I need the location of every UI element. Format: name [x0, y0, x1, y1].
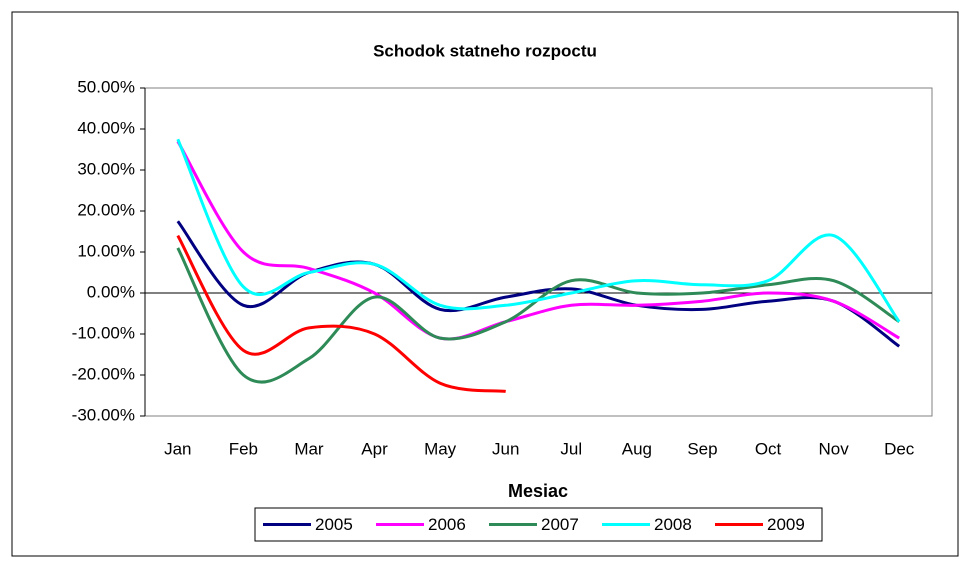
x-tick-label: Apr	[361, 439, 388, 458]
x-tick-label: Nov	[819, 439, 850, 458]
y-tick-label: -30.00%	[72, 405, 135, 424]
legend-label: 2006	[428, 515, 466, 534]
x-axis-label: Mesiac	[508, 481, 568, 501]
series-line	[176, 140, 900, 341]
legend-label: 2005	[315, 515, 353, 534]
series-line	[176, 138, 901, 323]
series-line	[176, 247, 901, 384]
legend-label: 2008	[654, 515, 692, 534]
x-tick-label: Sep	[687, 439, 717, 458]
x-tick-label: May	[424, 439, 457, 458]
x-tick-label: Jan	[164, 439, 191, 458]
legend-label: 2007	[541, 515, 579, 534]
y-tick-label: -20.00%	[72, 364, 135, 383]
x-tick-label: Feb	[229, 439, 258, 458]
series-line	[176, 220, 901, 348]
series-line	[176, 234, 506, 393]
y-tick-label: 40.00%	[77, 118, 135, 137]
y-tick-label: 0.00%	[87, 282, 135, 301]
plot-area	[144, 87, 933, 417]
x-tick-label: Jul	[560, 439, 582, 458]
y-tick-label: 30.00%	[77, 159, 135, 178]
y-tick-label: 10.00%	[77, 241, 135, 260]
y-tick-label: 50.00%	[77, 77, 135, 96]
x-tick-label: Oct	[755, 439, 782, 458]
y-tick-label: -10.00%	[72, 323, 135, 342]
y-tick-label: 20.00%	[77, 200, 135, 219]
x-tick-label: Dec	[884, 439, 915, 458]
x-tick-label: Jun	[492, 439, 519, 458]
chart-title: Schodok statneho rozpoctu	[373, 41, 597, 60]
legend-label: 2009	[767, 515, 805, 534]
x-tick-label: Aug	[622, 439, 652, 458]
x-tick-label: Mar	[294, 439, 324, 458]
